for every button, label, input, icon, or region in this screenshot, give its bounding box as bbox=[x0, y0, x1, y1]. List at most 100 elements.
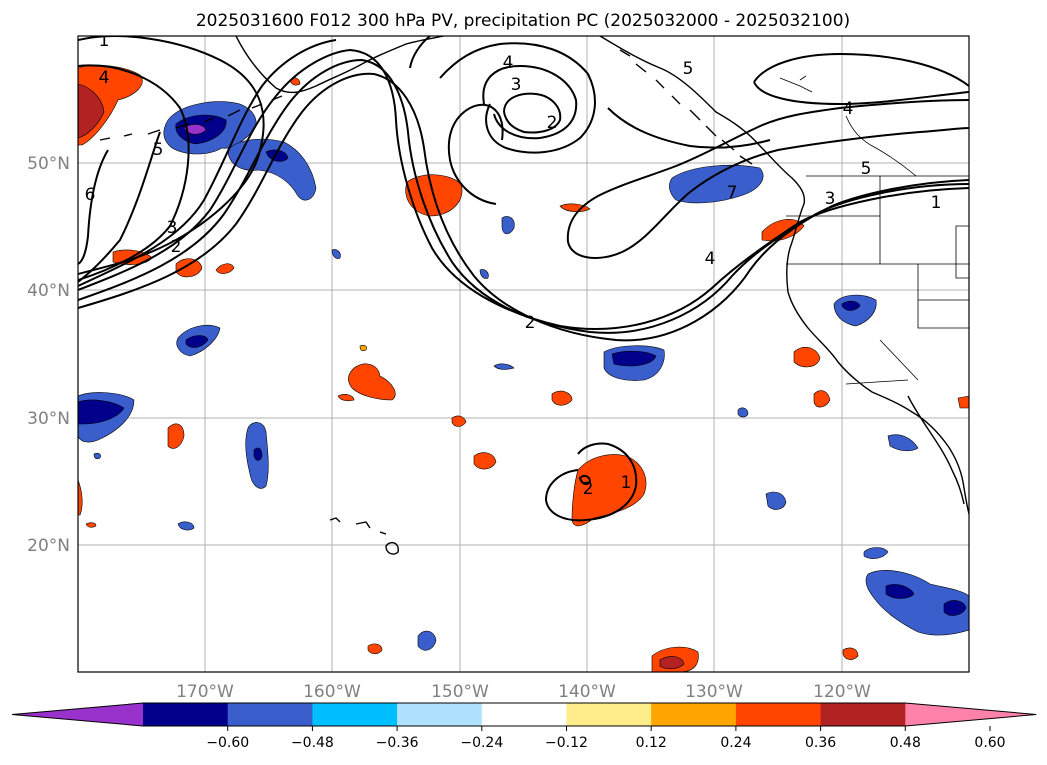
lat-label: 40°N bbox=[27, 281, 70, 301]
figure-title: 2025031600 F012 300 hPa PV, precipitatio… bbox=[196, 11, 850, 31]
colorbar-segment bbox=[735, 703, 822, 726]
contour-label: 4 bbox=[503, 53, 514, 73]
colorbar-tick-label: 0.48 bbox=[890, 735, 921, 751]
colorbar-extend-min bbox=[12, 703, 143, 726]
precip-blob bbox=[885, 584, 915, 599]
colorbar-segment bbox=[820, 703, 906, 726]
longitude-labels: 170°W 160°W 150°W 140°W 130°W 120°W bbox=[176, 682, 871, 702]
pv-contour bbox=[566, 99, 969, 243]
pv-contour bbox=[503, 92, 562, 134]
colorbar-tick-label: 0.60 bbox=[974, 735, 1005, 751]
colorbar-tick-label: 0.24 bbox=[720, 735, 751, 751]
pv-contour bbox=[607, 107, 771, 149]
precip-blob bbox=[331, 249, 341, 259]
baja-coast bbox=[907, 395, 965, 505]
precip-blob bbox=[551, 390, 573, 406]
colorbar-segment bbox=[566, 703, 652, 726]
precip-blob bbox=[479, 269, 489, 279]
precip-blob bbox=[943, 600, 967, 616]
colorbar-segment bbox=[397, 703, 483, 726]
contour-label: 1 bbox=[931, 193, 942, 213]
contour-label: 1 bbox=[99, 31, 110, 51]
precip-blob bbox=[669, 164, 764, 204]
hawaii-islands bbox=[329, 517, 399, 555]
aleutian-islands bbox=[99, 95, 283, 141]
alaska-panhandle-islands bbox=[619, 49, 753, 165]
colorbar-tick-label: 0.12 bbox=[636, 735, 667, 751]
precip-blob bbox=[473, 452, 497, 470]
pv-contour bbox=[78, 58, 969, 334]
pv-contour bbox=[447, 103, 504, 205]
contour-label: 4 bbox=[843, 99, 854, 119]
contour-label: 2 bbox=[525, 313, 536, 333]
precip-blob bbox=[841, 300, 861, 311]
lat-label: 20°N bbox=[27, 536, 70, 556]
precip-blob bbox=[611, 350, 657, 367]
precip-blob bbox=[337, 394, 355, 402]
map-content: 1 4 5 6 3 2 4 3 2 5 4 7 5 3 1 4 2 2 1 bbox=[78, 31, 969, 672]
precip-blob bbox=[177, 521, 195, 531]
precip-positive-areas bbox=[78, 64, 969, 672]
lon-label: 140°W bbox=[558, 682, 616, 702]
precip-blob bbox=[167, 423, 185, 449]
precip-blob bbox=[348, 363, 396, 401]
precip-blob bbox=[85, 522, 97, 528]
contour-label: 3 bbox=[167, 218, 178, 238]
us-state-borders bbox=[786, 176, 969, 385]
precip-blob bbox=[253, 447, 263, 461]
colorbar-segment bbox=[143, 703, 229, 726]
pv-contour bbox=[409, 36, 431, 69]
colorbar-tick-label: −0.48 bbox=[291, 735, 334, 751]
contour-label: 3 bbox=[511, 75, 522, 95]
canada-border bbox=[806, 115, 969, 177]
precip-blob bbox=[813, 390, 831, 408]
precip-blob bbox=[737, 407, 749, 418]
precip-blob bbox=[417, 630, 437, 651]
pv-contour bbox=[439, 42, 596, 154]
colorbar-tick-label: −0.36 bbox=[376, 735, 419, 751]
map-frame bbox=[77, 35, 970, 673]
lon-label: 170°W bbox=[176, 682, 234, 702]
pv-contour bbox=[753, 52, 969, 87]
precip-blob bbox=[175, 258, 203, 278]
precip-blob bbox=[185, 335, 209, 348]
pv-contour bbox=[78, 72, 969, 342]
lon-label: 160°W bbox=[303, 682, 361, 702]
precip-blob bbox=[78, 399, 125, 425]
colorbar: −0.60 −0.48 −0.36 −0.24 −0.12 0.12 0.24 0.36 0.4… bbox=[11, 702, 1037, 751]
north-america-coast bbox=[599, 36, 969, 515]
contour-label: 5 bbox=[683, 59, 694, 79]
precip-blob bbox=[793, 346, 821, 368]
precip-blob bbox=[765, 491, 787, 510]
pv-contour bbox=[78, 149, 109, 265]
precip-blob bbox=[265, 149, 289, 162]
precip-blob bbox=[451, 415, 467, 427]
colorbar-extend-max bbox=[905, 703, 1037, 726]
colorbar-outline bbox=[11, 702, 1037, 727]
pv-contours bbox=[78, 36, 969, 522]
precip-blob bbox=[78, 479, 83, 516]
pv-contour bbox=[78, 39, 337, 287]
colorbar-tick-label: −0.60 bbox=[206, 735, 249, 751]
precip-negative-areas bbox=[78, 101, 969, 651]
pv-contour bbox=[482, 64, 578, 140]
contour-label: 3 bbox=[825, 189, 836, 209]
coastlines bbox=[99, 36, 969, 555]
precip-blob bbox=[215, 263, 235, 274]
colorbar-segment bbox=[312, 703, 398, 726]
colorbar-segment bbox=[227, 703, 313, 726]
precip-blob bbox=[571, 454, 647, 527]
contour-label: 1 bbox=[621, 473, 632, 493]
precip-blob bbox=[78, 83, 105, 139]
lat-label: 50°N bbox=[27, 154, 70, 174]
contour-label: 5 bbox=[861, 159, 872, 179]
precip-blob bbox=[863, 547, 889, 559]
colorbar-tick-label: −0.12 bbox=[545, 735, 588, 751]
lat-label: 30°N bbox=[27, 409, 70, 429]
pv-contour bbox=[567, 127, 969, 259]
latitude-labels: 20°N 30°N 40°N 50°N bbox=[27, 154, 70, 556]
precip-blob bbox=[957, 395, 969, 409]
pv-contour bbox=[544, 442, 638, 522]
contour-label: 7 bbox=[727, 183, 738, 203]
